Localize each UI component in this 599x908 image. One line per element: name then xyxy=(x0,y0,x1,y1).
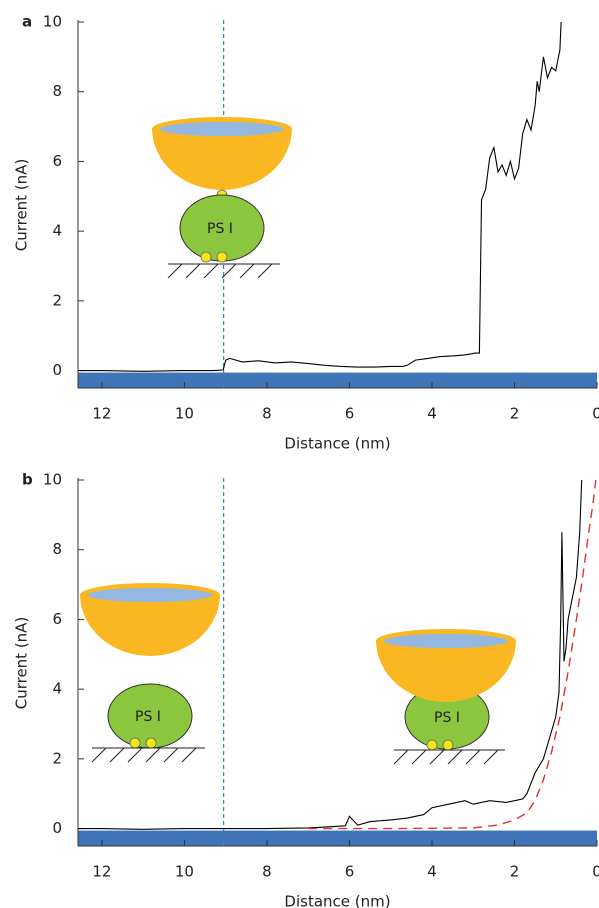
x-tick-label: 2 xyxy=(510,405,520,423)
x-tick-label: 8 xyxy=(262,405,272,423)
x-tick-label: 2 xyxy=(510,863,520,881)
x-tick-label: 10 xyxy=(175,863,194,881)
diagram: PS I xyxy=(376,629,516,765)
diagram: PS I xyxy=(80,583,220,763)
x-tick-label: 6 xyxy=(345,405,355,423)
x-tick-label: 8 xyxy=(262,863,272,881)
x-tick-label: 4 xyxy=(427,405,437,423)
y-tick-label: 6 xyxy=(52,152,62,170)
y-tick-label: 6 xyxy=(52,610,62,628)
annotation: PS I xyxy=(135,709,161,725)
y-tick-label: 4 xyxy=(52,222,62,240)
panel-label: a xyxy=(22,13,32,31)
x-tick-label: 12 xyxy=(92,863,111,881)
y-tick-label: 8 xyxy=(52,82,62,100)
y-tick-label: 2 xyxy=(52,291,62,309)
x-axis-title: Distance (nm) xyxy=(284,893,390,908)
x-axis-title: Distance (nm) xyxy=(284,435,390,453)
y-tick-label: 0 xyxy=(52,361,62,379)
y-tick-label: 2 xyxy=(52,749,62,767)
y-tick-label: 8 xyxy=(52,540,62,558)
y-axis-title: Current (nA) xyxy=(13,159,31,252)
x-tick-label: 0 xyxy=(592,863,599,881)
x-tick-label: 6 xyxy=(345,863,355,881)
panel: 0 2 4 6 8 10 12 10 8 6 4 2 0 Distance (nm) Current (nA… xyxy=(13,13,599,453)
line xyxy=(308,479,597,830)
panel-label: b xyxy=(22,471,33,489)
y-tick-label: 10 xyxy=(43,471,62,489)
diagram: PS I xyxy=(152,117,292,279)
y-tick-label: 0 xyxy=(52,819,62,837)
panel: 0 2 4 6 8 10 12 10 8 6 4 2 0 Distance (nm) Current (nA… xyxy=(13,471,599,908)
y-tick-label: 10 xyxy=(43,13,62,31)
line xyxy=(78,21,562,372)
x-tick-label: 4 xyxy=(427,863,437,881)
x-tick-label: 0 xyxy=(592,405,599,423)
annotation: PS I xyxy=(207,221,233,237)
x-tick-label: 12 xyxy=(92,405,111,423)
substrate xyxy=(78,372,597,388)
substrate xyxy=(78,830,597,846)
y-tick-label: 4 xyxy=(52,680,62,698)
line xyxy=(78,479,583,830)
annotation: PS I xyxy=(434,710,460,726)
y-axis-title: Current (nA) xyxy=(13,617,31,710)
x-tick-label: 10 xyxy=(175,405,194,423)
